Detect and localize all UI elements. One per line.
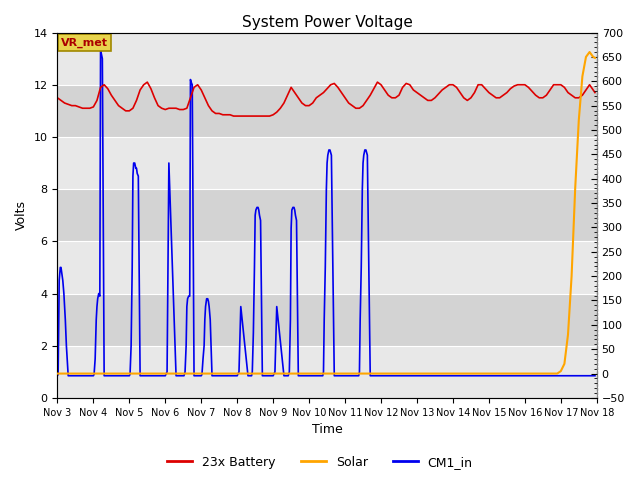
Bar bbox=[58, 346, 596, 398]
Bar bbox=[58, 241, 596, 294]
Bar bbox=[58, 189, 596, 241]
X-axis label: Time: Time bbox=[312, 423, 342, 436]
Bar bbox=[58, 137, 596, 189]
Bar bbox=[58, 33, 596, 85]
Bar bbox=[58, 294, 596, 346]
Title: System Power Voltage: System Power Voltage bbox=[242, 15, 413, 30]
Legend: 23x Battery, Solar, CM1_in: 23x Battery, Solar, CM1_in bbox=[163, 451, 477, 474]
Text: VR_met: VR_met bbox=[61, 38, 108, 48]
Bar bbox=[58, 85, 596, 137]
Y-axis label: Volts: Volts bbox=[15, 200, 28, 230]
